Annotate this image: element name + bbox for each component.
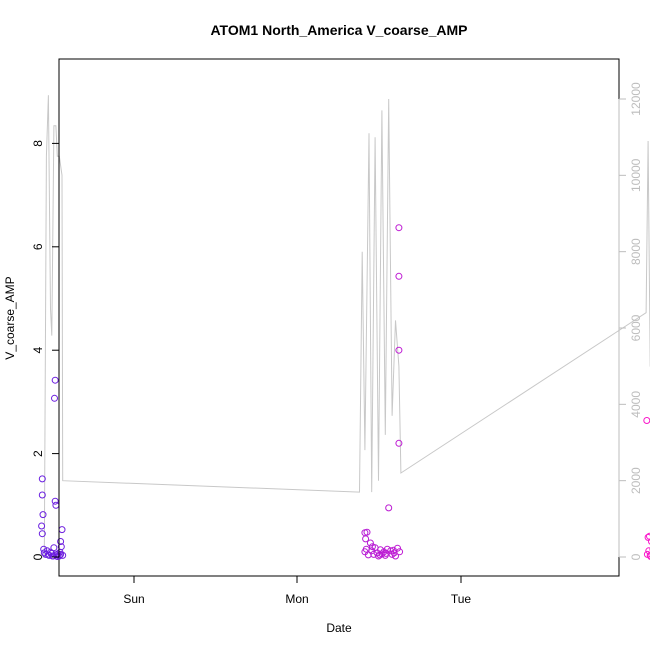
series-line — [41, 95, 650, 558]
data-point — [52, 501, 60, 509]
y-tick-label: 0 — [31, 553, 45, 560]
data-point — [389, 546, 397, 554]
data-point — [38, 522, 46, 530]
x-tick-label: Tue — [451, 592, 472, 606]
data-point — [50, 544, 58, 552]
data-point — [38, 475, 46, 483]
data-point — [395, 439, 403, 447]
data-point — [396, 548, 404, 556]
data-point — [643, 550, 650, 558]
points-layer — [38, 224, 650, 560]
right-y-tick-label: 0 — [629, 553, 643, 560]
data-point — [56, 548, 64, 556]
y-axis: 0 2 4 6 8 — [31, 140, 60, 560]
y-axis-label: V_coarse_AMP — [3, 276, 17, 359]
x-axis-label: Date — [326, 621, 352, 635]
right-y-tick-label: 12000 — [629, 82, 643, 116]
data-point — [644, 533, 650, 541]
data-point — [395, 224, 403, 232]
data-point — [39, 511, 47, 519]
data-point — [51, 497, 59, 505]
data-point — [647, 553, 650, 560]
data-point — [58, 526, 66, 534]
data-point — [648, 538, 650, 545]
data-point — [364, 551, 372, 559]
data-point — [362, 535, 370, 543]
right-y-tick-label: 6000 — [629, 314, 643, 341]
right-y-tick-label: 2000 — [629, 467, 643, 494]
right-y-axis: 0 2000 4000 6000 8000 10000 12000 — [618, 82, 643, 560]
data-point — [368, 543, 376, 551]
data-point — [645, 547, 650, 555]
data-point — [395, 346, 403, 354]
data-point — [57, 538, 65, 545]
data-point — [51, 394, 58, 402]
data-point — [643, 417, 650, 424]
data-point — [44, 551, 52, 559]
y-tick-label: 4 — [31, 347, 45, 354]
data-point — [394, 544, 401, 552]
data-point — [395, 272, 403, 280]
right-y-tick-label: 4000 — [629, 391, 643, 418]
right-y-tick-label: 8000 — [629, 238, 643, 265]
secondary-line-layer — [41, 95, 650, 558]
data-point — [382, 549, 390, 557]
y-tick-label: 2 — [31, 450, 45, 457]
data-point — [51, 376, 59, 384]
x-tick-label: Mon — [285, 592, 308, 606]
plot-area-border — [58, 58, 620, 577]
x-tick-label: Sun — [123, 592, 144, 606]
x-axis: Sun Mon Tue — [123, 575, 472, 606]
data-point — [38, 530, 46, 538]
data-point — [38, 491, 46, 499]
data-point — [646, 551, 650, 559]
y-tick-label: 8 — [31, 140, 45, 147]
chart-title: ATOM1 North_America V_coarse_AMP — [210, 22, 467, 38]
right-y-tick-label: 10000 — [629, 158, 643, 192]
data-point — [49, 552, 57, 560]
data-point — [377, 546, 384, 554]
data-point — [363, 528, 371, 536]
y-tick-label: 6 — [31, 243, 45, 250]
data-point — [385, 504, 393, 512]
data-point — [366, 539, 374, 547]
data-point — [375, 552, 382, 560]
